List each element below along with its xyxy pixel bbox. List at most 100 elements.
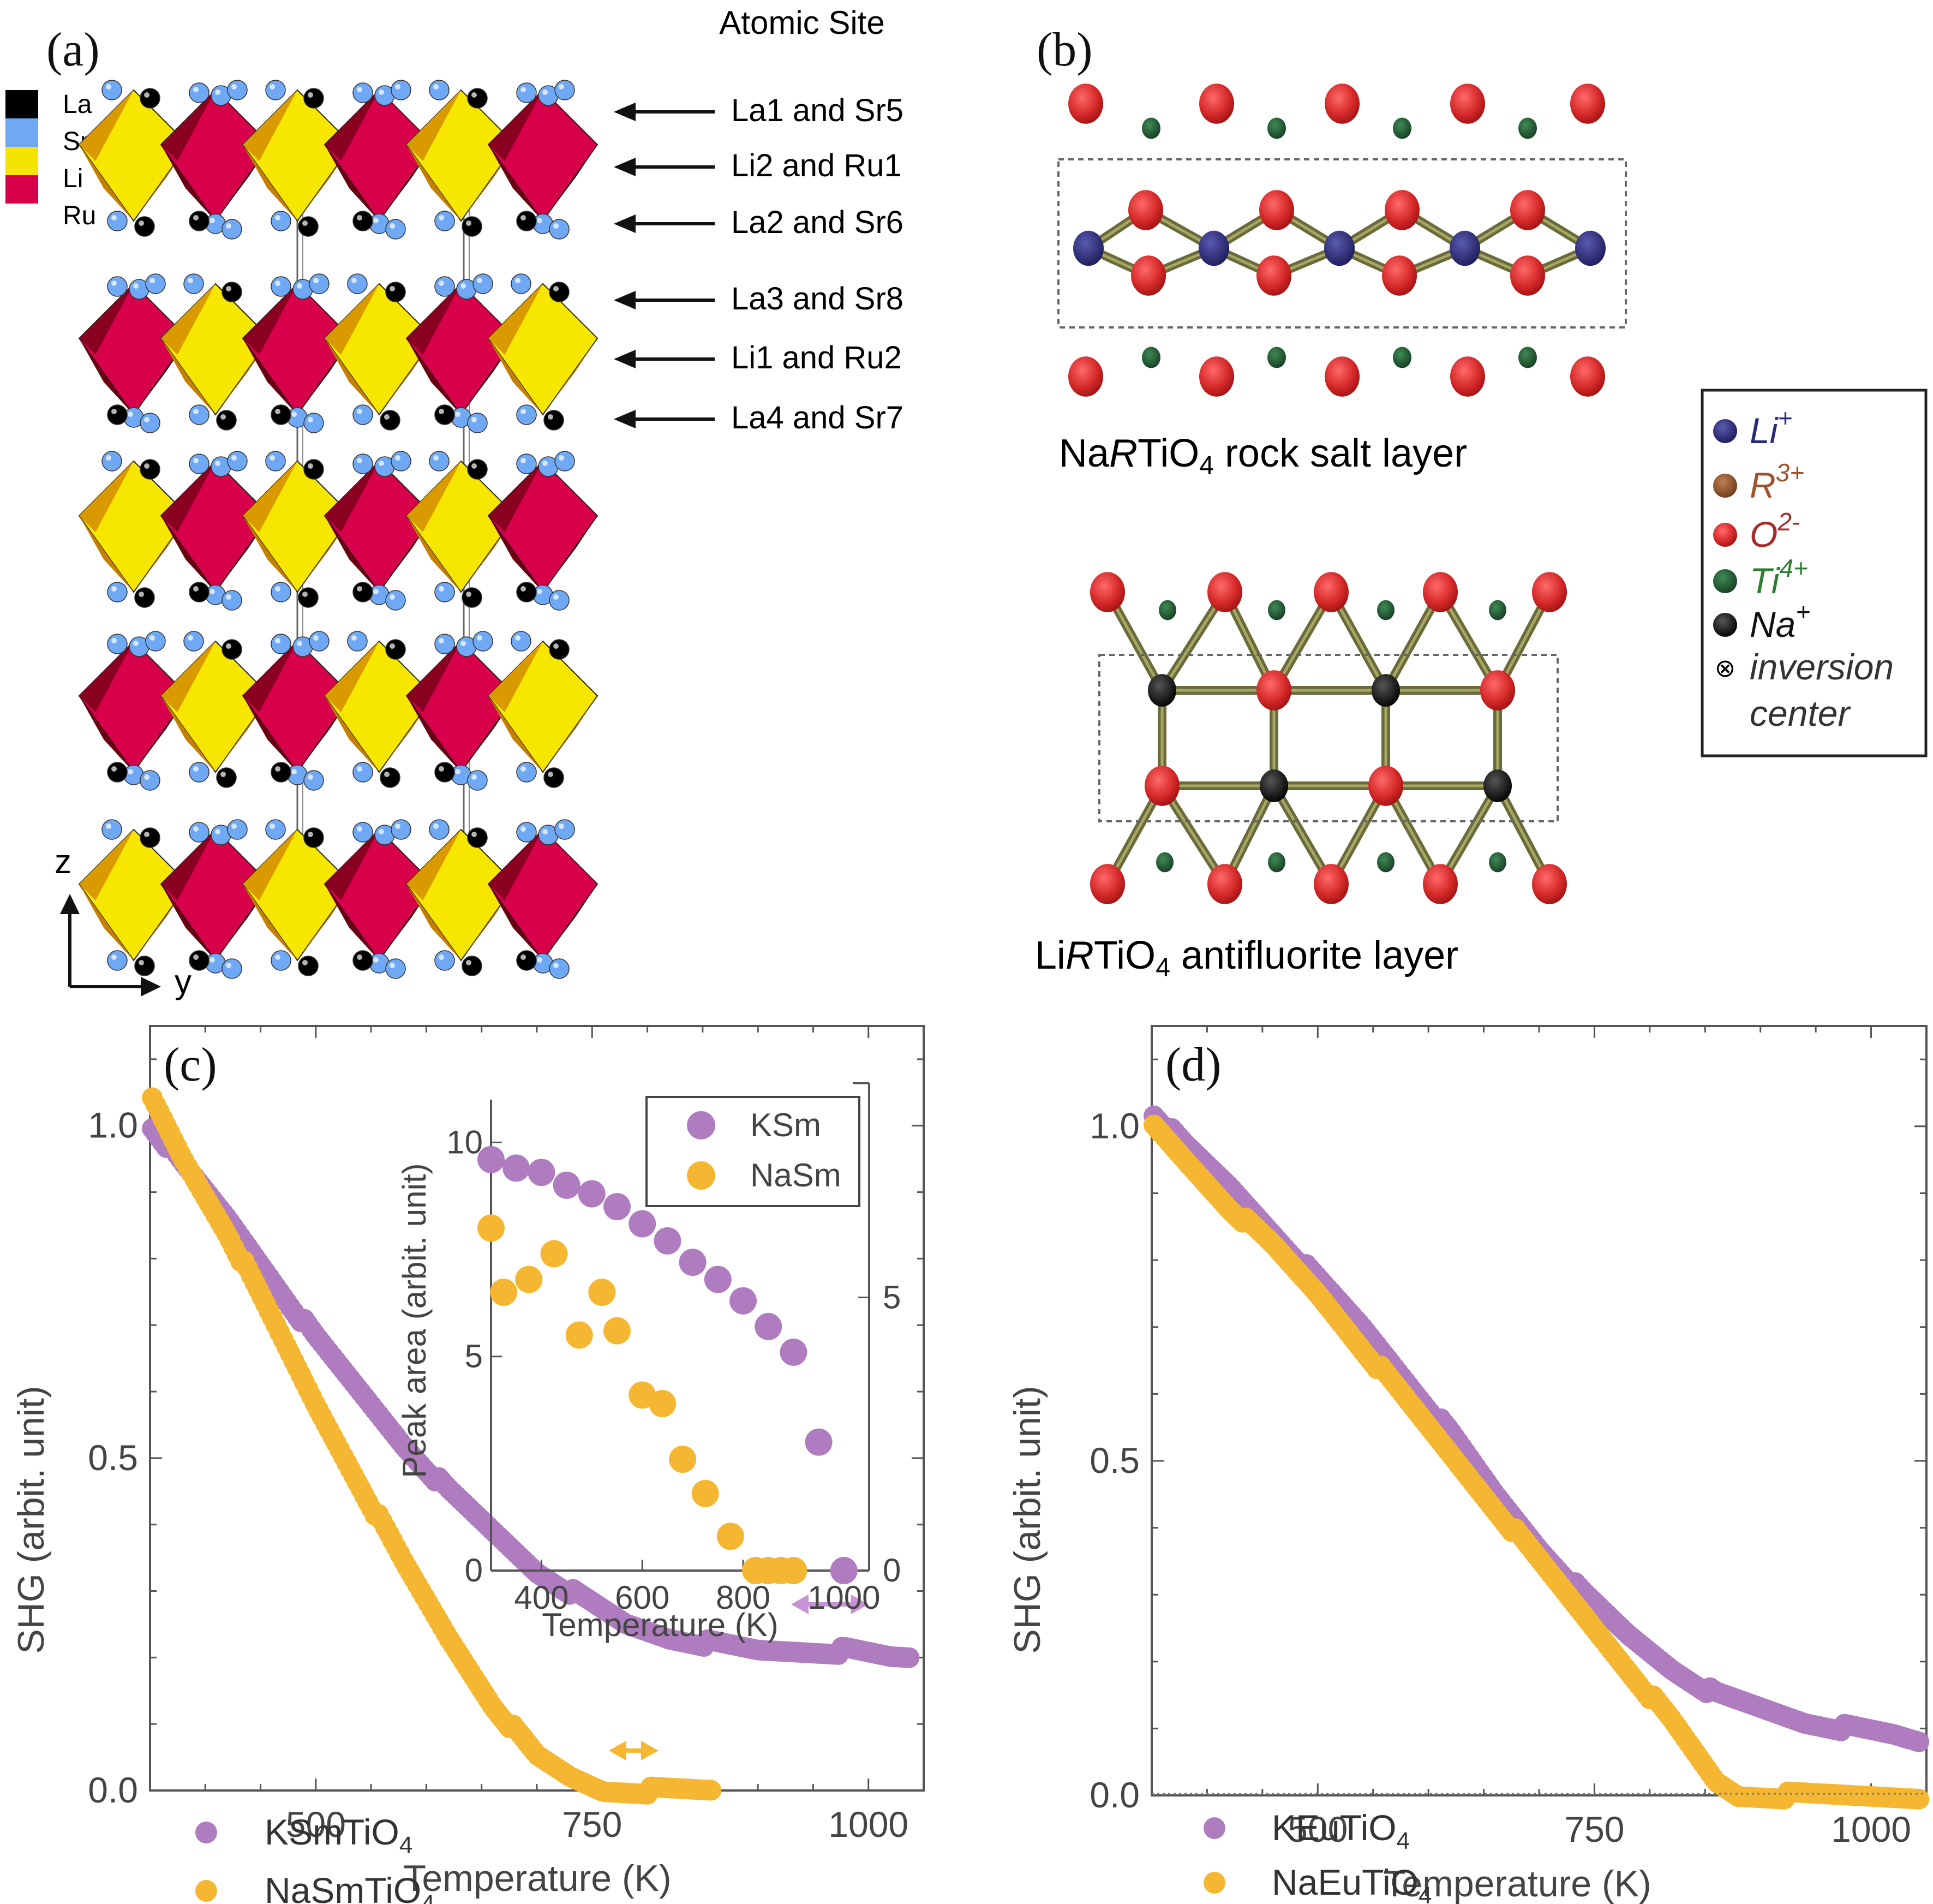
atom — [352, 822, 373, 843]
lithium-atom — [1073, 230, 1104, 266]
atom — [391, 80, 411, 100]
inset-data-point — [477, 1145, 505, 1173]
legend-ksmtio4: KSmTiO4 — [265, 1812, 412, 1859]
atom — [303, 827, 324, 848]
atom — [385, 282, 406, 302]
atom — [298, 956, 319, 976]
atom — [265, 451, 286, 471]
octahedron — [160, 451, 271, 611]
oxygen-atom — [1570, 83, 1605, 124]
atom — [549, 282, 570, 302]
atom — [516, 950, 537, 971]
atom — [101, 451, 122, 471]
legend-ru: Ru — [63, 201, 96, 230]
oxygen-atom — [1131, 255, 1166, 296]
lithium-atom — [1450, 230, 1480, 266]
oxygen-atom — [1480, 670, 1515, 711]
y-tick-label: 1.0 — [88, 1105, 138, 1145]
inset-legend-ksm-marker — [687, 1111, 715, 1139]
atom — [189, 211, 210, 231]
atom — [271, 950, 291, 971]
atom — [429, 819, 450, 840]
atom — [271, 276, 291, 297]
octahedron — [487, 631, 599, 788]
inset-data-point — [528, 1159, 555, 1186]
panel-b-svg: (b) NaRTiO4 rock salt layer LiRTiO4 anti… — [1035, 23, 1928, 982]
x-tick-label: 1000 — [1831, 1809, 1911, 1849]
series-NaEuTiO4 — [1144, 1114, 1930, 1810]
atom — [107, 276, 128, 297]
inset-data-point — [805, 1428, 833, 1456]
atom — [347, 631, 368, 652]
atom — [385, 219, 406, 240]
atom — [549, 219, 570, 240]
atom — [352, 950, 373, 971]
panel-a-label: (a) — [46, 23, 100, 76]
plot-frame — [1151, 1025, 1928, 1796]
atom — [222, 282, 242, 302]
titanium-atom — [1267, 347, 1286, 368]
titanium-atom — [1159, 600, 1176, 620]
oxygen-atom — [1532, 572, 1567, 612]
atom — [303, 770, 324, 791]
titanium-atom — [1518, 117, 1537, 139]
sodium-atom — [1148, 674, 1176, 707]
oxygen-atom — [1090, 864, 1125, 904]
atom — [189, 822, 210, 843]
inset-data-point — [629, 1210, 656, 1238]
atom — [227, 451, 248, 471]
legend-o-dot — [1713, 523, 1737, 547]
atom — [298, 216, 319, 237]
double-arrow-annotation — [608, 1740, 659, 1760]
atom — [462, 956, 482, 976]
chart-c-legend: KSmTiO4 NaSmTiO4 — [195, 1812, 435, 1904]
atom — [554, 80, 575, 100]
atom — [303, 413, 324, 433]
atom — [352, 82, 373, 103]
oxygen-atom — [1090, 572, 1125, 612]
atom — [107, 634, 128, 654]
legend-keutio4: KEuTiO4 — [1272, 1807, 1410, 1854]
oxygen-atom — [1068, 83, 1103, 124]
oxygen-atom — [1382, 255, 1417, 296]
atom — [298, 587, 319, 608]
legend-swatch-la — [5, 90, 38, 118]
axes-indicator: z y — [55, 843, 191, 1001]
legend-ksmtio4-marker — [195, 1822, 217, 1843]
atom — [303, 88, 324, 109]
data-point — [1908, 1788, 1930, 1810]
y-tick-label: 1.0 — [1090, 1106, 1140, 1146]
inset-data-point — [502, 1154, 530, 1182]
legend-na-ion: Na+ — [1750, 598, 1810, 644]
oxygen-atom — [1325, 83, 1360, 124]
oxygen-atom — [1510, 255, 1545, 296]
atom — [101, 819, 122, 840]
octahedron — [405, 80, 517, 237]
panel-d-label: (d) — [1165, 1038, 1222, 1091]
atom — [516, 762, 537, 783]
atom — [265, 819, 286, 840]
legend-o-ion: O2- — [1750, 508, 1800, 554]
site-row-2: Li2 and Ru1 — [614, 148, 902, 183]
atom — [352, 582, 373, 602]
legend-ti-dot — [1713, 569, 1737, 593]
atom — [189, 950, 210, 971]
antifluorite-caption: LiRTiO4 antifluorite layer — [1035, 934, 1458, 982]
y-tick-label: 0.5 — [1090, 1440, 1140, 1481]
legend-ti-ion: Ti4+ — [1750, 554, 1808, 601]
inset-data-point — [654, 1227, 681, 1255]
site-row-3: La2 and Sr6 — [614, 205, 903, 240]
atom — [472, 273, 493, 294]
inset-y-tick-label: 0 — [465, 1552, 483, 1589]
inset-data-point — [780, 1338, 807, 1366]
atom — [107, 211, 128, 231]
atom — [101, 80, 122, 100]
inset-data-point — [704, 1266, 732, 1293]
atom — [352, 453, 373, 474]
inset-data-point — [553, 1171, 581, 1199]
site-row-4: La3 and Sr8 — [614, 281, 903, 317]
series-NaSmTiO4 — [142, 1087, 722, 1805]
titanium-atom — [1268, 852, 1285, 873]
